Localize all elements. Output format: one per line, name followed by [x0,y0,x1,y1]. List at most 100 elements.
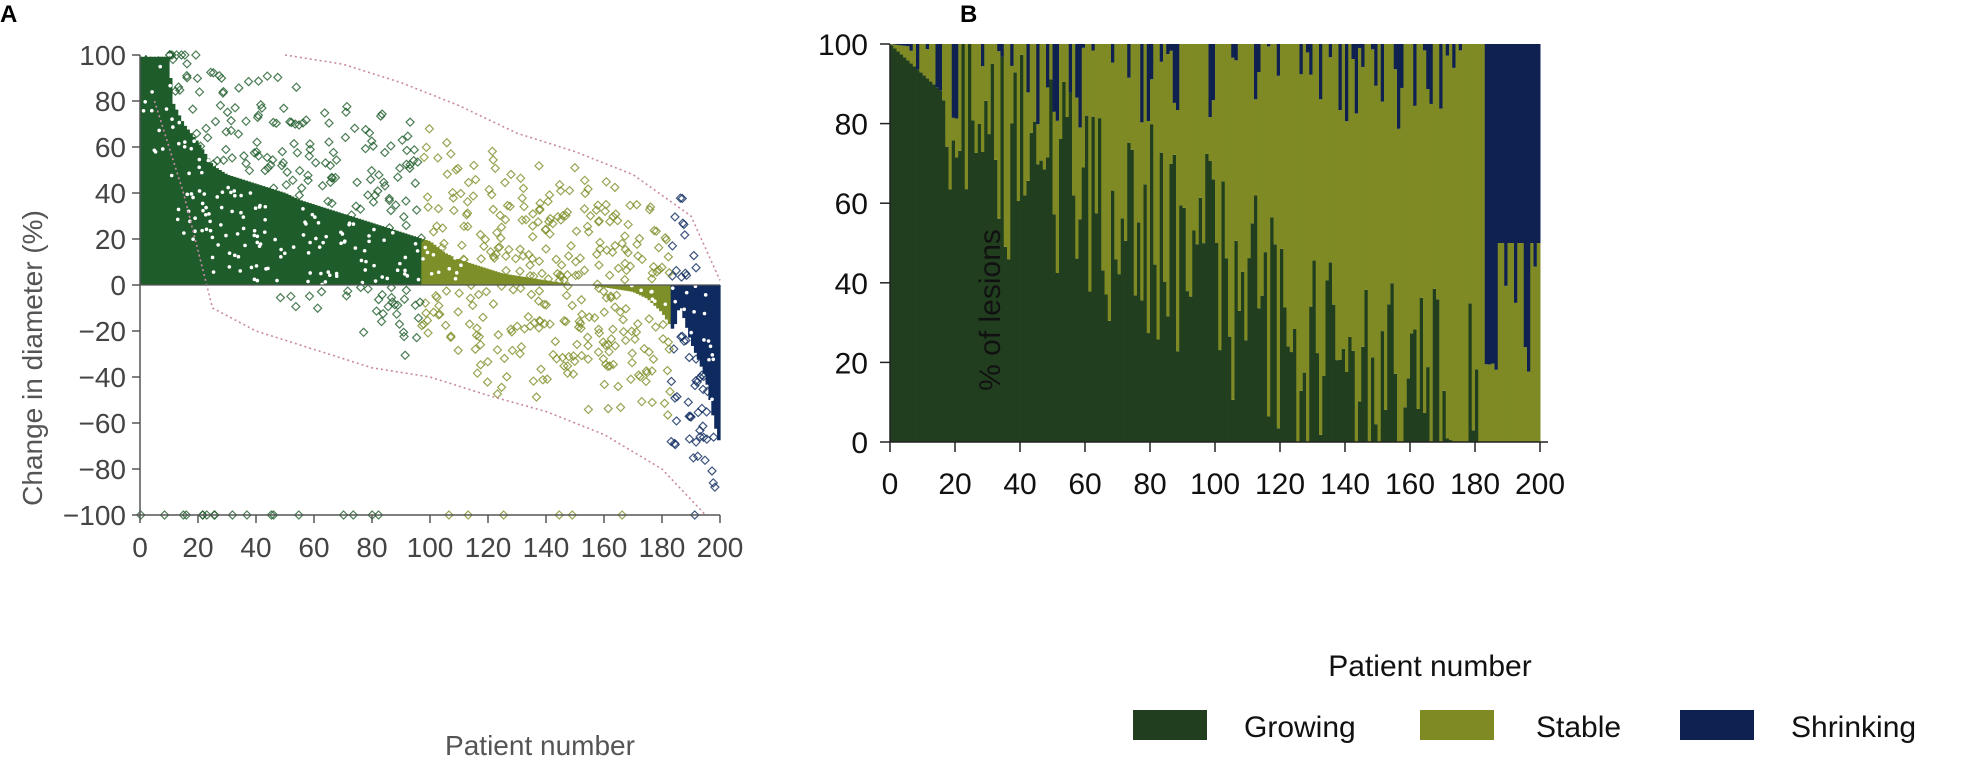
waterfall-bar [224,173,228,285]
lesion-point [545,319,555,329]
lesion-point [431,252,436,257]
lesion-point [384,193,395,204]
waterfall-bar [435,247,440,285]
bar-growing [1127,142,1131,442]
lesion-point [572,339,582,350]
waterfall-bar [667,285,672,325]
lesion-point [367,239,371,244]
lesion-point [498,510,509,520]
lesion-point [210,116,221,127]
bar-stable [1029,44,1034,133]
bar-stable [1319,99,1323,435]
lesion-point [391,230,395,235]
lesion-point [432,153,443,163]
lesion-point [537,374,548,385]
lesion-point [230,102,240,113]
waterfall-bar [285,193,289,285]
lesion-point [160,147,165,151]
bar-stable [990,44,995,64]
lesion-point [358,327,369,338]
lesion-point [453,345,464,356]
bar-stable [1497,243,1502,442]
bar-stable [1332,44,1336,305]
lesion-point [653,242,664,253]
lesion-point [140,53,144,57]
bar-growing [1254,195,1258,442]
lesion-point [459,254,469,265]
lesion-point [263,163,273,173]
lesion-point [439,238,449,249]
lesion-point [251,147,262,157]
bar-growing [1237,310,1242,442]
bar-stable [984,44,988,101]
lesion-point [323,280,328,284]
bar-shrinking [1452,44,1456,68]
bar-stable [1003,44,1008,247]
x-tick-label: 200 [1515,468,1565,501]
lesion-point [562,368,573,379]
lesion-point [626,326,637,337]
lesion-point [476,253,487,264]
lesion-point [410,178,421,189]
bar-shrinking [1445,44,1450,56]
waterfall-bar [548,281,553,285]
bar-growing [1286,346,1291,442]
lesion-point [386,292,397,303]
waterfall-bar [627,285,631,292]
lesion-point [612,215,623,226]
waterfall-bar [377,225,382,285]
bar-growing [1159,152,1164,442]
lesion-point [647,366,657,376]
bar-growing [1348,336,1352,442]
lesion-point [626,374,636,385]
bar-shrinking [1010,44,1014,66]
lesion-point [632,239,642,250]
bar-growing [1345,372,1349,442]
bar-growing [1364,289,1369,442]
lesion-point [147,53,152,57]
bar-growing [1241,271,1245,442]
waterfall-bar [195,140,199,285]
lesion-point [478,312,488,323]
x-tick-label: 160 [581,532,628,563]
lesion-point [459,263,463,268]
bar-growing [1387,304,1391,442]
lesion-point [610,340,621,351]
lesion-point [615,307,626,317]
waterfall-bar [380,226,385,285]
bar-stable [1299,74,1304,391]
lesion-point [254,264,259,268]
bar-stable [1481,44,1486,442]
waterfall-bar [383,227,388,285]
bar-growing [1117,274,1122,442]
x-tick-label: 180 [1450,468,1500,501]
bar-shrinking [1491,44,1495,364]
lesion-point [491,249,501,259]
lesion-point [644,347,654,357]
lesion-point [208,219,212,224]
lesion-point [404,163,415,174]
waterfall-bar [334,211,338,285]
bar-growing [1273,244,1278,442]
lesion-point [563,251,574,261]
lesion-point [158,64,163,69]
lesion-point [298,118,308,128]
bar-stable [1449,44,1453,441]
bar-growing [1114,259,1118,442]
bar-growing [1374,424,1378,442]
bar-stable [1325,44,1330,281]
bar-shrinking [935,44,940,88]
lesion-point [536,364,546,375]
bar-stable [1364,44,1369,290]
lesion-point [579,175,590,186]
lesion-point [324,137,334,147]
lesion-point [301,115,312,125]
lesion-point [182,231,186,235]
bar-stable [1293,44,1297,329]
bar-stable [1179,44,1183,206]
waterfall-bar [241,179,245,285]
lesion-point [412,157,423,167]
bar-growing [1426,367,1430,442]
waterfall-bar [682,285,686,319]
lesion-point [397,135,408,146]
